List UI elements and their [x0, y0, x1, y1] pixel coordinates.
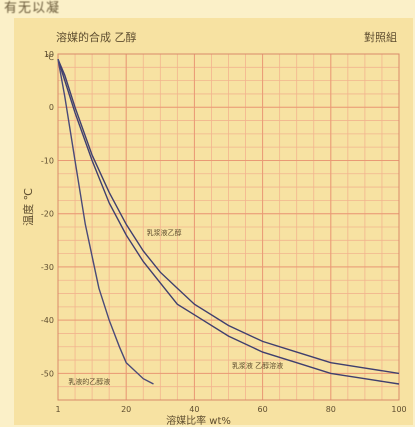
y-tick-label: 10: [44, 50, 54, 59]
series-label: 乳浆液 乙醇溶液: [232, 361, 283, 370]
chart-subtitle: 對照組: [364, 30, 397, 44]
x-axis-label: 溶媒比率 wt%: [166, 414, 231, 425]
y-tick-label: -10: [41, 156, 54, 165]
y-tick-label: -30: [41, 263, 54, 272]
x-tick-label: 20: [121, 405, 131, 414]
series-label: 乳液的乙醇液: [68, 377, 110, 386]
chart-svg: 100-10-20-30-40-50℃1 20 40 60 80 100溶媒的合成 乙醇對…: [21, 30, 407, 425]
series-line: [57, 59, 400, 375]
x-tick-label: 1: [55, 405, 60, 414]
top-caption: 有无以凝: [4, 1, 61, 16]
chart-panel: 10 0 -10 -20 -30 -40 -50 ℃ 1 20 40 60 80 100 溶媒的合成 乙醇對…: [14, 18, 413, 425]
y-tick-label: -40: [41, 316, 54, 325]
chart-title: 溶媒的合成 乙醇: [56, 30, 137, 44]
y-axis-label: 温度 ℃: [21, 188, 35, 226]
x-tick-label: 100: [391, 405, 406, 414]
y-tick-label: 0: [49, 103, 54, 112]
y-tick-label: ℃: [45, 53, 54, 62]
x-tick-label: 40: [189, 405, 199, 414]
y-tick-label: -50: [41, 369, 54, 378]
series-line: [57, 59, 400, 385]
series-line: [57, 59, 154, 385]
x-tick-label: 80: [326, 405, 336, 414]
y-tick-label: -20: [41, 210, 54, 219]
x-tick-label: 60: [258, 405, 268, 414]
series-label: 乳浆液乙醇: [147, 228, 182, 237]
plot-frame: [57, 53, 400, 401]
